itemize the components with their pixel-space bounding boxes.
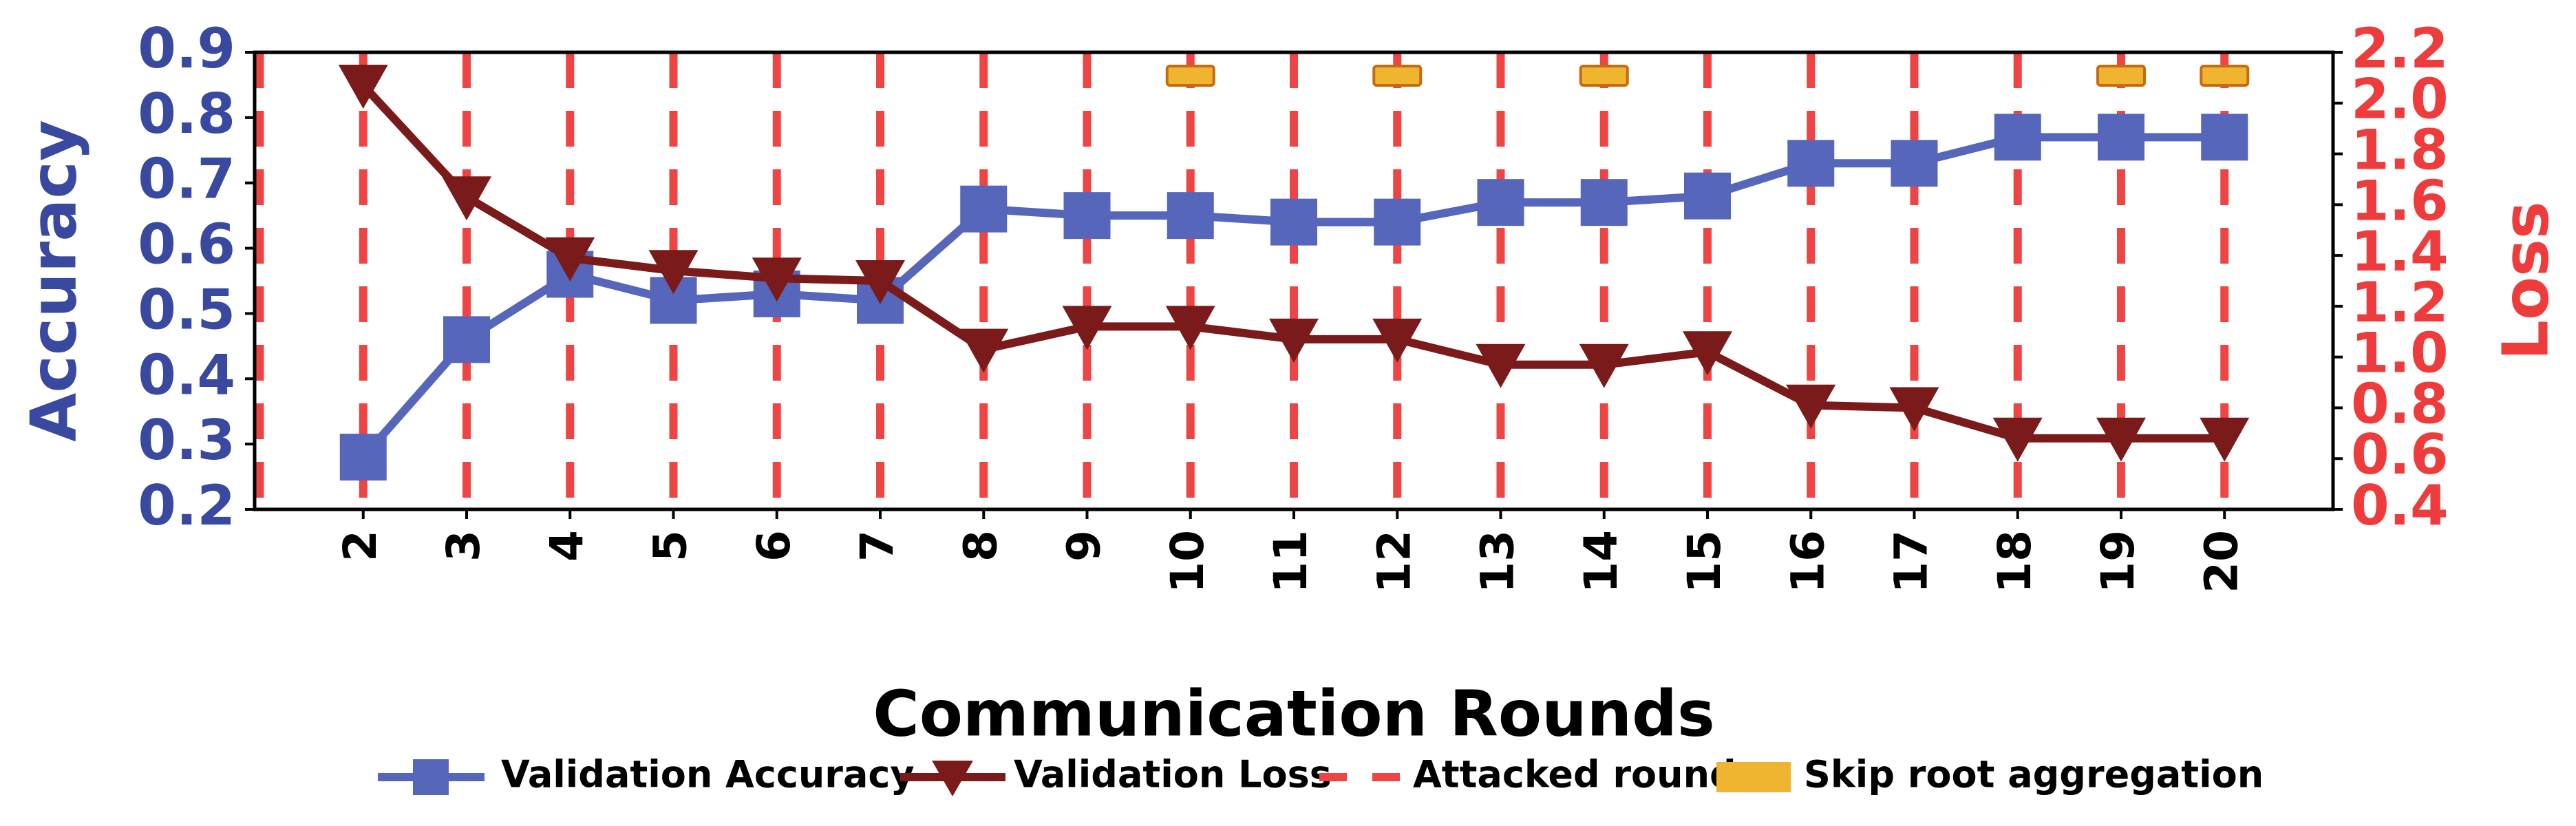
accuracy-marker xyxy=(2201,114,2248,161)
x-tick-label: 5 xyxy=(644,530,697,562)
x-tick-label: 18 xyxy=(1988,530,2041,593)
x-tick-label: 14 xyxy=(1575,530,1628,593)
accuracy-marker xyxy=(1683,172,1731,220)
accuracy-marker xyxy=(1787,140,1835,187)
loss-marker xyxy=(1269,318,1319,363)
x-tick-label: 20 xyxy=(2195,530,2248,593)
loss-marker xyxy=(1992,417,2043,462)
y-tick-label: 0.8 xyxy=(138,82,235,146)
x-tick-label: 19 xyxy=(2091,530,2144,593)
y2-tick-label: 0.4 xyxy=(2351,474,2449,538)
x-tick-label: 9 xyxy=(1058,530,1111,562)
y2-tick-label: 1.2 xyxy=(2351,271,2449,335)
loss-marker xyxy=(855,260,906,304)
accuracy-marker xyxy=(1891,140,1938,187)
loss-marker xyxy=(1889,387,1939,432)
loss-marker xyxy=(1062,306,1112,350)
y2-tick-label: 1.8 xyxy=(2351,118,2449,182)
loss-marker xyxy=(2200,417,2250,462)
accuracy-marker xyxy=(1994,114,2041,161)
loss-marker xyxy=(1682,331,1732,376)
x-tick-label: 4 xyxy=(540,530,593,562)
y2-axis-label: Loss xyxy=(2489,201,2562,360)
legend-swatch xyxy=(1716,762,1791,792)
loss-marker xyxy=(1372,318,1423,363)
loss-marker xyxy=(338,64,388,109)
loss-marker xyxy=(648,250,699,295)
y-axis-label: Accuracy xyxy=(17,120,90,442)
loss-marker xyxy=(752,257,802,302)
y-tick-label: 0.9 xyxy=(138,17,235,81)
x-tick-label: 17 xyxy=(1885,530,1938,593)
loss-marker xyxy=(1165,306,1215,350)
y2-tick-label: 1.0 xyxy=(2351,321,2449,385)
legend-marker xyxy=(413,759,449,795)
y-tick-label: 0.3 xyxy=(138,408,235,472)
loss-marker xyxy=(1476,343,1526,388)
accuracy-marker xyxy=(1167,192,1214,240)
accuracy-marker xyxy=(443,316,491,363)
skip-root-marker xyxy=(1579,65,1629,87)
legend-label: Validation Loss xyxy=(1014,753,1332,796)
x-tick-label: 6 xyxy=(747,530,800,562)
y-tick-label: 0.5 xyxy=(138,277,235,341)
y2-tick-label: 1.4 xyxy=(2351,220,2449,284)
x-tick-label: 12 xyxy=(1367,530,1420,593)
legend-label: Validation Accuracy xyxy=(501,753,915,796)
skip-root-marker xyxy=(2096,65,2146,87)
loss-marker xyxy=(442,176,492,221)
accuracy-marker xyxy=(339,434,387,481)
loss-marker xyxy=(1786,384,1836,429)
y2-tick-label: 0.6 xyxy=(2351,423,2449,487)
loss-marker xyxy=(959,328,1009,373)
accuracy-marker xyxy=(1477,179,1524,226)
y2-tick-label: 2.2 xyxy=(2351,17,2449,81)
x-tick-label: 7 xyxy=(851,530,904,562)
y-tick-label: 0.2 xyxy=(138,474,235,538)
y2-tick-label: 1.6 xyxy=(2351,169,2449,233)
skip-root-marker xyxy=(1165,65,1215,87)
legend-label: Attacked round xyxy=(1413,753,1736,796)
loss-marker xyxy=(1579,343,1629,388)
loss-marker xyxy=(545,237,595,282)
x-tick-label: 10 xyxy=(1161,530,1214,593)
accuracy-marker xyxy=(1063,192,1111,240)
x-tick-label: 2 xyxy=(334,530,387,562)
accuracy-marker xyxy=(1374,198,1421,246)
accuracy-marker xyxy=(1580,179,1628,226)
x-tick-label: 11 xyxy=(1264,530,1317,593)
skip-root-marker xyxy=(2200,65,2250,87)
x-axis-label: Communication Rounds xyxy=(873,677,1715,750)
accuracy-marker xyxy=(1270,198,1317,246)
x-tick-label: 15 xyxy=(1678,530,1731,593)
y-tick-label: 0.4 xyxy=(138,343,235,407)
legend-label: Skip root aggregation xyxy=(1804,753,2264,796)
x-tick-label: 16 xyxy=(1781,530,1834,593)
skip-root-marker xyxy=(1372,65,1423,87)
x-tick-label: 8 xyxy=(954,530,1007,562)
legend-marker xyxy=(932,761,973,796)
y2-tick-label: 2.0 xyxy=(2351,67,2449,131)
y-tick-label: 0.7 xyxy=(138,147,235,211)
y-tick-label: 0.6 xyxy=(138,213,235,277)
accuracy-marker xyxy=(2097,114,2144,161)
loss-marker xyxy=(2096,417,2146,462)
x-tick-label: 3 xyxy=(437,530,490,562)
accuracy-marker xyxy=(960,185,1008,233)
x-tick-label: 13 xyxy=(1471,530,1524,593)
y2-tick-label: 0.8 xyxy=(2351,372,2449,436)
